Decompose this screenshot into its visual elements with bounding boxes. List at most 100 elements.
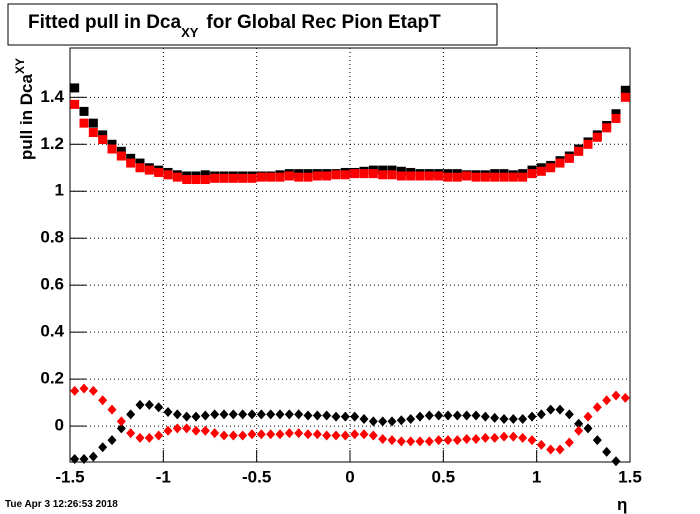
diamond-marker (191, 411, 201, 422)
y-label-sub: XY (13, 58, 27, 74)
square-marker (564, 153, 574, 163)
square-marker (434, 171, 444, 181)
square-marker (546, 163, 556, 173)
diamond-marker (471, 410, 481, 421)
square-marker (266, 172, 276, 182)
square-marker (620, 85, 630, 95)
diamond-marker (462, 433, 472, 444)
square-marker (107, 139, 117, 149)
diamond-marker (340, 411, 350, 422)
diamond-marker (266, 429, 276, 440)
diamond-marker (182, 423, 192, 434)
diamond-marker (172, 409, 182, 420)
diamond-marker (238, 409, 248, 420)
diamond-marker (126, 409, 136, 420)
square-marker (172, 172, 182, 182)
diamond-marker (378, 416, 388, 427)
diamond-marker (228, 409, 238, 420)
diamond-marker (116, 416, 126, 427)
square-marker (322, 171, 332, 181)
square-marker (480, 172, 490, 182)
square-marker (88, 118, 98, 128)
diamond-marker (546, 444, 556, 455)
square-marker (163, 170, 173, 180)
diamond-marker (322, 430, 332, 441)
diamond-marker (564, 437, 574, 448)
diamond-marker (219, 409, 229, 420)
diamond-marker (210, 428, 220, 439)
diamond-marker (144, 399, 154, 410)
x-tick-label: 0 (345, 467, 354, 486)
diamond-marker (154, 402, 164, 413)
diamond-marker (518, 432, 528, 443)
diamond-marker (200, 410, 210, 421)
diamond-marker (200, 425, 210, 436)
diamond-marker (70, 385, 80, 396)
diamond-marker (452, 435, 462, 446)
diamond-marker (443, 435, 453, 446)
diamond-marker (527, 411, 537, 422)
diamond-marker (294, 428, 304, 439)
diamond-marker (368, 430, 378, 441)
diamond-marker (228, 430, 238, 441)
diamond-marker (266, 409, 276, 420)
diamond-marker (406, 436, 416, 447)
title-rest: for Global Rec Pion EtapT (206, 12, 441, 33)
diamond-marker (443, 410, 453, 421)
diamond-marker (163, 425, 173, 436)
y-label-main: pull in Dca (17, 74, 36, 161)
diamond-marker (583, 411, 593, 422)
diamond-marker (312, 429, 322, 440)
square-marker (331, 170, 341, 180)
diamond-marker (98, 442, 108, 453)
square-marker (443, 172, 453, 182)
square-marker (471, 172, 481, 182)
diamond-marker (126, 428, 136, 439)
square-marker (98, 135, 108, 145)
diamond-marker (331, 411, 341, 422)
diamond-marker (452, 410, 462, 421)
diamond-marker (527, 435, 537, 446)
x-tick-label: 1 (532, 467, 541, 486)
diamond-marker (592, 402, 602, 413)
square-marker (200, 170, 210, 180)
title-main: Fitted pull in Dca (28, 12, 181, 33)
square-marker (527, 169, 537, 179)
diamond-marker (294, 409, 304, 420)
x-tick-label: 0.5 (432, 467, 456, 486)
diamond-marker (620, 392, 630, 403)
square-marker (499, 172, 509, 182)
diamond-marker (116, 423, 126, 434)
diamond-marker (238, 430, 248, 441)
diamond-marker (480, 411, 490, 422)
y-tick-label: 0.4 (40, 322, 64, 341)
diamond-marker (256, 409, 266, 420)
square-marker (350, 169, 360, 179)
square-marker (144, 165, 154, 175)
y-axis-label: pull in DcaXY (13, 58, 36, 160)
square-marker (210, 173, 220, 183)
diamond-marker (88, 385, 98, 396)
square-marker (116, 151, 126, 161)
diamond-marker (434, 410, 444, 421)
square-marker (555, 158, 565, 168)
title-sub: XY (181, 25, 199, 40)
diamond-marker (574, 418, 584, 429)
diamond-marker (256, 429, 266, 440)
diamond-marker (415, 436, 425, 447)
diamond-marker (508, 431, 518, 442)
square-marker (70, 83, 80, 93)
square-marker (154, 167, 164, 177)
square-marker (107, 144, 117, 154)
diamond-marker (312, 410, 322, 421)
y-tick-label: 1.2 (40, 134, 64, 153)
diamond-marker (602, 395, 612, 406)
diamond-marker (555, 444, 565, 455)
diamond-marker (424, 410, 434, 421)
square-marker (396, 171, 406, 181)
square-marker (247, 173, 257, 183)
x-axis-label: η (617, 495, 627, 514)
diamond-marker (415, 411, 425, 422)
square-marker (406, 171, 416, 181)
diamond-marker (536, 409, 546, 420)
